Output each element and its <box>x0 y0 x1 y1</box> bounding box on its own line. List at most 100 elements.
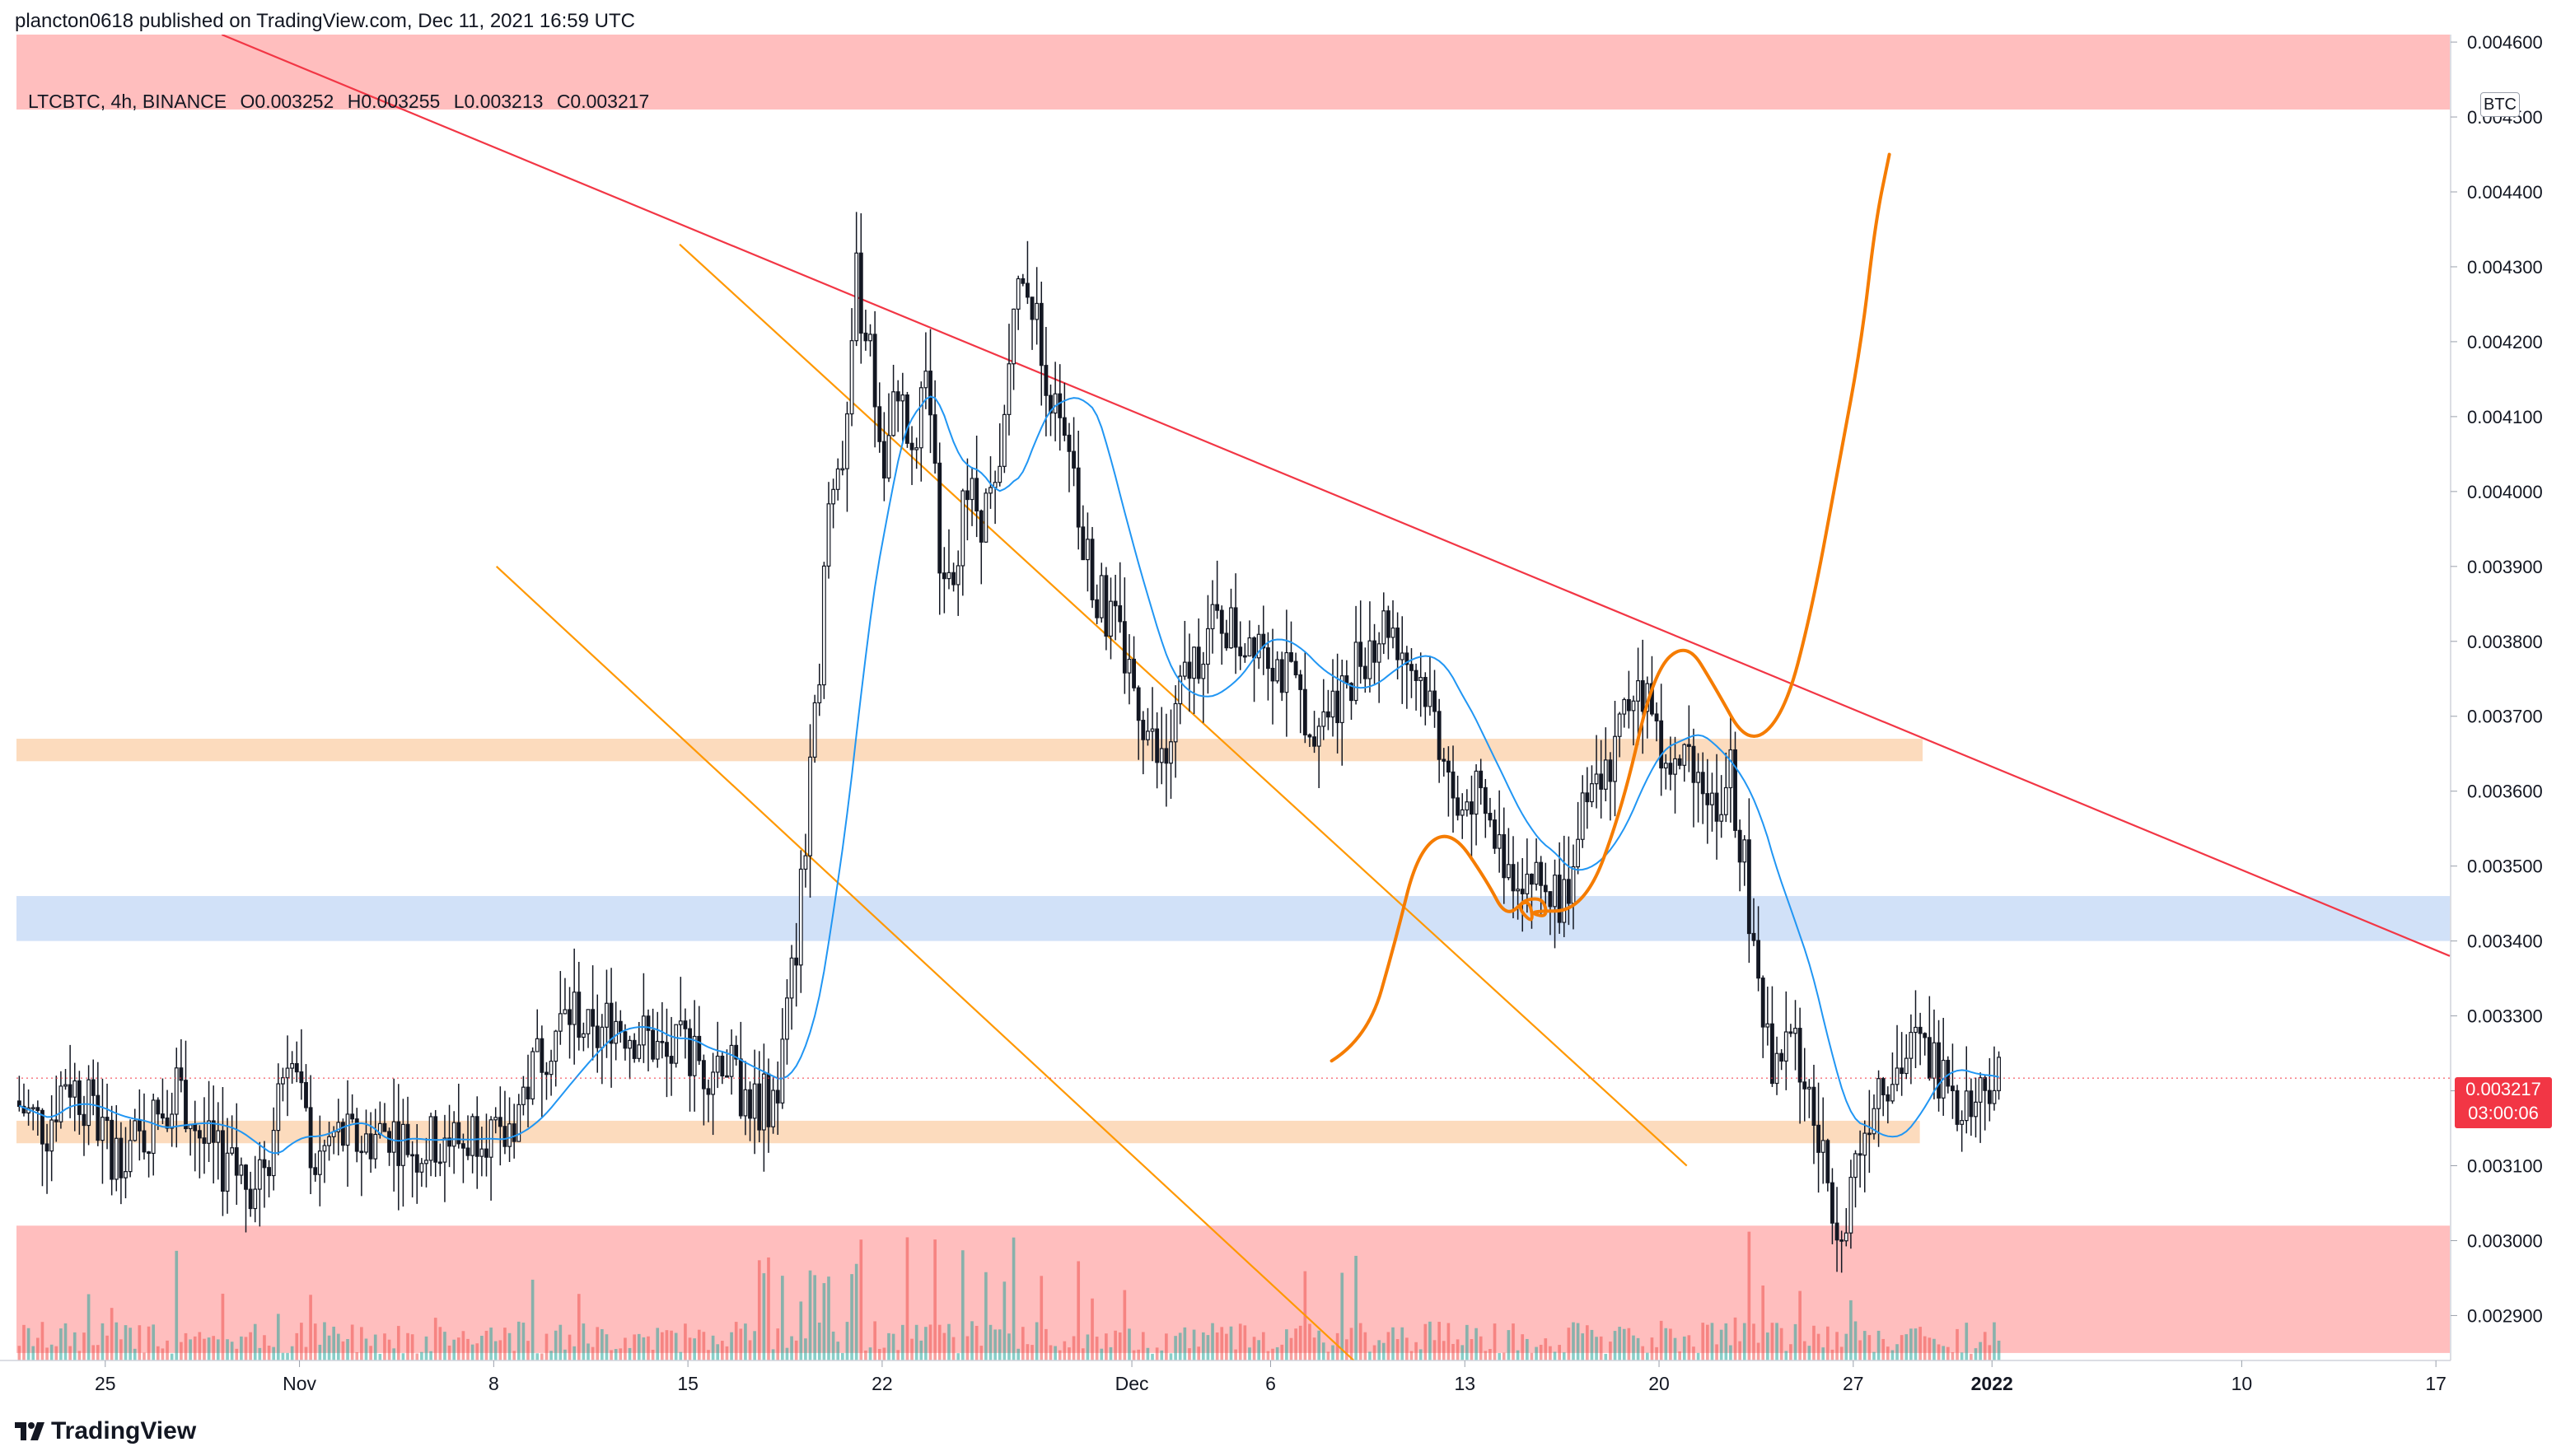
candle[interactable] <box>641 973 646 1063</box>
candle[interactable] <box>868 324 872 357</box>
candle[interactable] <box>1132 636 1136 692</box>
candle[interactable] <box>845 401 849 512</box>
candle[interactable] <box>771 1077 776 1134</box>
candle[interactable] <box>1192 646 1196 715</box>
candle[interactable] <box>1141 711 1146 775</box>
candle[interactable] <box>1076 430 1081 550</box>
candle[interactable] <box>1386 605 1390 660</box>
candle[interactable] <box>1983 1075 1988 1131</box>
candle[interactable] <box>669 1016 674 1096</box>
candle[interactable] <box>1844 1207 1848 1247</box>
candle[interactable] <box>1723 752 1728 823</box>
candle[interactable] <box>193 1100 198 1172</box>
candle[interactable] <box>1608 752 1613 821</box>
candle[interactable] <box>1617 712 1622 758</box>
candle[interactable] <box>1511 836 1516 919</box>
candle[interactable] <box>1997 1051 2001 1100</box>
candle[interactable] <box>1830 1168 1834 1244</box>
candle[interactable] <box>387 1127 391 1166</box>
candle[interactable] <box>1104 567 1109 651</box>
candle[interactable] <box>974 435 979 538</box>
candle[interactable] <box>54 1076 58 1142</box>
candle[interactable] <box>133 1108 138 1142</box>
candle[interactable] <box>720 1051 725 1085</box>
candle[interactable] <box>1941 1017 1946 1116</box>
candle[interactable] <box>946 529 951 590</box>
candle[interactable] <box>1479 758 1484 805</box>
candle[interactable] <box>1742 835 1747 886</box>
candle[interactable] <box>558 971 563 1045</box>
candle[interactable] <box>110 1105 114 1196</box>
candle[interactable] <box>1312 711 1316 754</box>
candle[interactable] <box>137 1089 142 1161</box>
candle[interactable] <box>1252 636 1256 702</box>
candle[interactable] <box>914 437 919 469</box>
candle[interactable] <box>1937 1020 1942 1112</box>
candle[interactable] <box>197 1125 202 1178</box>
candle[interactable] <box>1714 754 1719 860</box>
candle[interactable] <box>124 1127 128 1199</box>
candle[interactable] <box>1437 698 1442 783</box>
candle[interactable] <box>1026 240 1030 305</box>
candle[interactable] <box>1247 620 1252 657</box>
currency-tag[interactable]: BTC <box>2480 92 2520 117</box>
candle[interactable] <box>1007 324 1012 436</box>
candle[interactable] <box>1728 713 1733 823</box>
candle[interactable] <box>1432 670 1437 728</box>
candle[interactable] <box>872 310 877 448</box>
candle[interactable] <box>474 1096 479 1189</box>
candle[interactable] <box>96 1062 100 1146</box>
candle[interactable] <box>211 1085 216 1184</box>
candle[interactable] <box>743 1061 748 1136</box>
candle[interactable] <box>1178 665 1183 725</box>
candle[interactable] <box>239 1157 244 1184</box>
candle[interactable] <box>1238 621 1243 670</box>
candle[interactable] <box>479 1127 484 1177</box>
candle[interactable] <box>91 1059 96 1116</box>
candle[interactable] <box>437 1143 442 1177</box>
candle[interactable] <box>1543 862 1548 906</box>
candle[interactable] <box>456 1083 461 1149</box>
candle[interactable] <box>563 978 568 1015</box>
candle[interactable] <box>697 1006 702 1066</box>
candle[interactable] <box>891 364 896 437</box>
candle[interactable] <box>1270 628 1275 725</box>
candle[interactable] <box>86 1065 91 1146</box>
candle[interactable] <box>1456 775 1460 821</box>
candle[interactable] <box>988 455 993 509</box>
candle[interactable] <box>1465 789 1470 817</box>
candle[interactable] <box>1700 752 1705 824</box>
candle[interactable] <box>1626 670 1631 729</box>
candle[interactable] <box>1881 1076 1886 1117</box>
candle[interactable] <box>1751 898 1756 946</box>
candle[interactable] <box>21 1083 26 1117</box>
candle[interactable] <box>1719 775 1724 838</box>
candle[interactable] <box>414 1123 419 1204</box>
candle[interactable] <box>1858 1130 1862 1188</box>
chart-frame[interactable]: 0.0029000.0030000.0031000.0032000.003300… <box>0 35 2575 1402</box>
candle[interactable] <box>1275 651 1280 684</box>
candle[interactable] <box>729 1029 734 1095</box>
candle[interactable] <box>382 1103 387 1132</box>
candle[interactable] <box>170 1092 175 1147</box>
candle[interactable] <box>488 1116 493 1201</box>
candle[interactable] <box>151 1094 156 1176</box>
candle[interactable] <box>1488 797 1493 828</box>
candle[interactable] <box>156 1097 161 1131</box>
candle[interactable] <box>105 1083 110 1150</box>
candle[interactable] <box>1585 767 1590 829</box>
candle[interactable] <box>1428 656 1432 716</box>
candle[interactable] <box>257 1141 262 1227</box>
candle[interactable] <box>1030 296 1035 350</box>
candle[interactable] <box>1904 1034 1909 1080</box>
candle[interactable] <box>253 1155 258 1223</box>
candle[interactable] <box>1219 605 1224 665</box>
candle[interactable] <box>1085 512 1090 592</box>
candle[interactable] <box>327 1122 331 1161</box>
candle[interactable] <box>1376 632 1381 703</box>
candle[interactable] <box>1418 652 1423 717</box>
candle[interactable] <box>951 562 956 592</box>
candle[interactable] <box>1493 810 1497 854</box>
candle[interactable] <box>1506 828 1511 880</box>
candle[interactable] <box>1825 1138 1830 1192</box>
